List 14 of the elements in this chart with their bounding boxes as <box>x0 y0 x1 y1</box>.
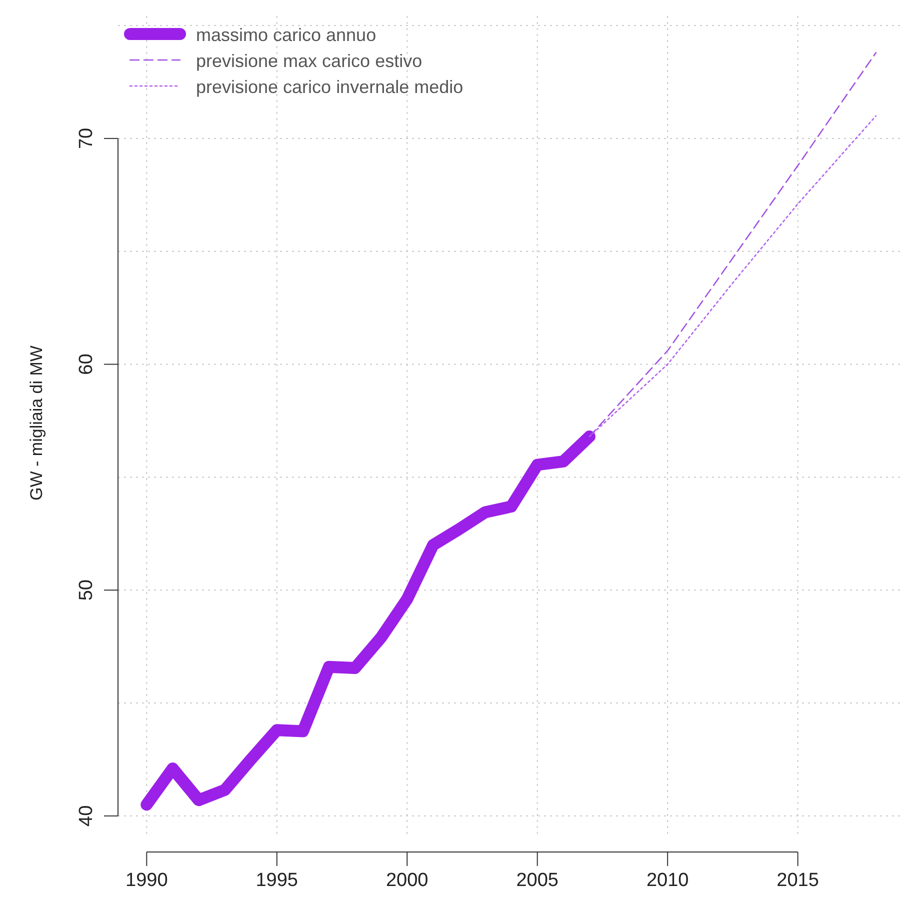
legend-label: massimo carico annuo <box>196 25 376 45</box>
x-tick-label: 1995 <box>256 870 298 891</box>
y-tick-label: 40 <box>76 805 97 827</box>
x-tick-label: 2005 <box>516 870 558 891</box>
y-tick-label: 60 <box>76 354 97 375</box>
y-axis-title: GW - migliaia di MW <box>27 346 46 500</box>
legend-label: previsione max carico estivo <box>196 51 422 71</box>
legend-label: previsione carico invernale medio <box>196 77 464 97</box>
y-tick-label: 50 <box>76 580 97 601</box>
x-tick-label: 2010 <box>646 870 689 891</box>
x-tick-label: 2015 <box>776 870 819 891</box>
x-tick-label: 2000 <box>386 870 428 891</box>
y-tick-label: 70 <box>76 128 97 150</box>
x-tick-label: 1990 <box>126 870 168 891</box>
